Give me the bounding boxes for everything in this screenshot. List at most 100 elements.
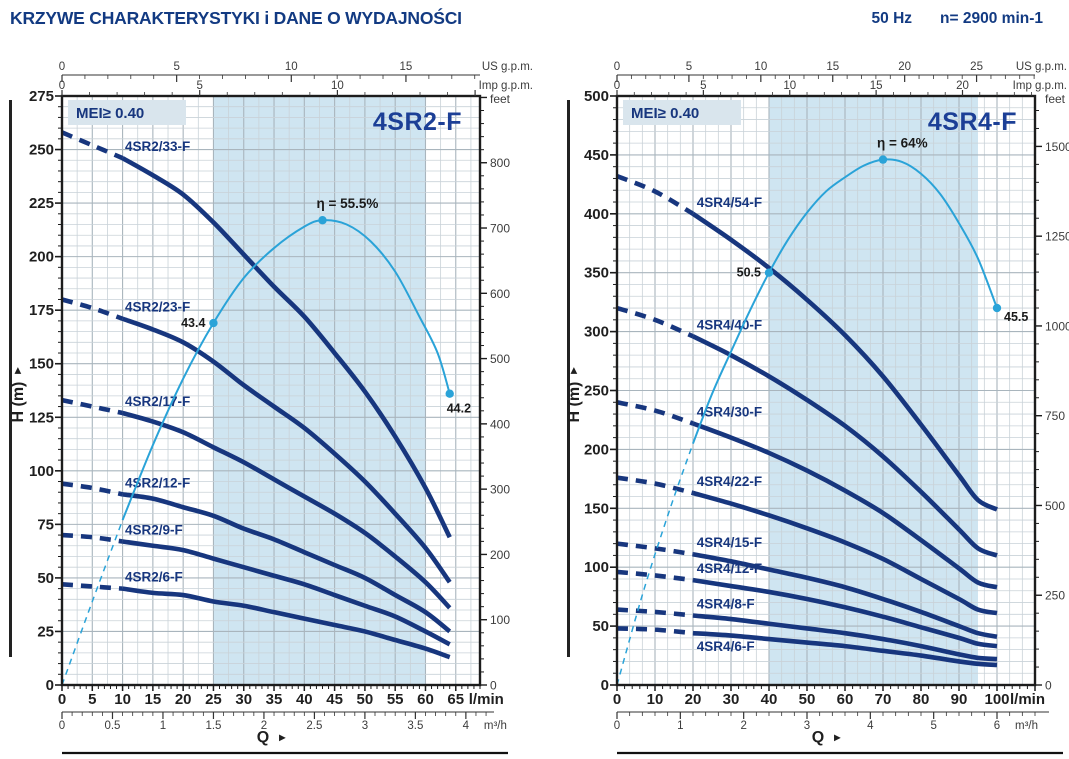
feet-axis-tick-label: 500 xyxy=(490,352,510,366)
q-axis-tick-label: 70 xyxy=(875,691,892,708)
m3h-axis-tick-label: 4 xyxy=(867,720,874,732)
curve-label: 4SR4/30-F xyxy=(697,404,762,419)
m3h-axis-tick-label: 0 xyxy=(59,720,65,732)
q-axis-tick-label: 5 xyxy=(88,691,96,708)
plot-border xyxy=(60,94,482,687)
h-axis-tick-label: 150 xyxy=(584,500,609,517)
m3h-axis-tick-label: 2.5 xyxy=(306,720,322,732)
efficiency-point xyxy=(318,216,327,225)
efficiency-label: 50.5 xyxy=(737,266,761,280)
h-axis-tick-label: 200 xyxy=(584,441,609,458)
curve-label: 4SR2/6-F xyxy=(125,570,183,585)
pump-curve-4SR4/22-F: 4SR4/22-F xyxy=(616,474,998,616)
speed-value: n= 2900 min-1 xyxy=(940,10,1043,27)
pump-curve-chart-4SR2-F: 4SR2/33-F 4SR2/23-F 4SR2/17-F 4SR2/12-F 4SR2… xyxy=(9,61,533,755)
h-axis-tick-label: 50 xyxy=(592,618,609,635)
h-axis-tick-label: 0 xyxy=(46,677,54,694)
curve-label: 4SR2/17-F xyxy=(125,394,190,409)
curve-label: 4SR4/8-F xyxy=(697,596,755,611)
m3h-axis-tick-label: 0.5 xyxy=(104,720,120,732)
us-gpm-tick-label: 0 xyxy=(59,61,65,73)
feet-axis-tick-label: 600 xyxy=(490,287,510,301)
pump-curve-4SR2/12-F: 4SR2/12-F xyxy=(61,475,452,634)
q-axis-tick-label: 60 xyxy=(837,691,854,708)
q-axis-tick-label: 0 xyxy=(613,691,621,708)
m3h-axis-tick-label: 0 xyxy=(614,720,620,732)
mei-label: MEI≥ 0.40 xyxy=(631,105,699,122)
q-axis-unit: l/min xyxy=(469,691,504,708)
imp-gpm-tick-label: 15 xyxy=(870,80,883,92)
grid xyxy=(62,96,480,685)
h-axis-tick-label: 150 xyxy=(29,356,54,373)
q-axis-tick-label: 30 xyxy=(235,691,252,708)
q-axis-tick-label: 65 xyxy=(447,691,464,708)
feet-axis-tick-label: 1250 xyxy=(1045,230,1069,244)
feet-axis-tick-label: 1000 xyxy=(1045,319,1069,333)
curve-label: 4SR2/12-F xyxy=(125,475,190,490)
page-header: KRZYWE CHARAKTERYSTYKI i DANE O WYDAJNOŚ… xyxy=(0,0,1069,46)
q-axis-tick-label: 50 xyxy=(357,691,374,708)
us-gpm-tick-label: 5 xyxy=(686,61,692,73)
h-axis-tick-label: 250 xyxy=(29,142,54,159)
m3h-axis-unit: m³/h xyxy=(1015,720,1038,732)
q-axis-tick-label: 40 xyxy=(761,691,778,708)
curve-label: 4SR2/23-F xyxy=(125,300,190,315)
curve-label: 4SR2/9-F xyxy=(125,522,183,537)
h-axis-tick-label: 200 xyxy=(29,249,54,266)
mei-badge xyxy=(68,100,186,125)
q-axis-unit: l/min xyxy=(1010,691,1045,708)
imp-gpm-tick-label: 5 xyxy=(196,80,202,92)
h-axis-tick-label: 25 xyxy=(37,623,54,640)
pump-curve-4SR4/6-F: 4SR4/6-F xyxy=(616,626,998,668)
side-bar xyxy=(567,100,570,657)
frequency-value: 50 Hz xyxy=(871,10,913,27)
us-gpm-tick-label: 5 xyxy=(173,61,179,73)
efficiency-point xyxy=(764,268,774,277)
us-gpm-tick-label: 10 xyxy=(754,61,767,73)
feet-axis-tick-label: 250 xyxy=(1045,589,1065,603)
efficiency-point xyxy=(445,389,454,398)
m3h-axis-tick-label: 1 xyxy=(677,720,683,732)
m3h-axis-tick-label: 6 xyxy=(994,720,1000,732)
h-axis-tick-label: 125 xyxy=(29,409,54,426)
h-axis-tick-label: 100 xyxy=(29,463,54,480)
feet-axis-tick-label: 200 xyxy=(490,548,510,562)
q-axis-tick-label: 30 xyxy=(723,691,740,708)
efficiency-label: 44.2 xyxy=(447,402,471,416)
curve-label: 4SR4/54-F xyxy=(697,195,762,210)
q-axis-tick-label: 80 xyxy=(913,691,930,708)
h-axis-tick-label: 350 xyxy=(584,265,609,282)
pump-curve-4SR2/9-F: 4SR2/9-F xyxy=(61,522,451,647)
mei-label: MEI≥ 0.40 xyxy=(76,105,144,122)
m3h-axis-tick-label: 1 xyxy=(160,720,166,732)
m3h-axis-unit: m³/h xyxy=(484,720,507,732)
feet-axis-tick-label: 1500 xyxy=(1045,140,1069,154)
chart-title: 4SR4-F xyxy=(928,108,1017,136)
imp-gpm-tick-label: 10 xyxy=(331,80,344,92)
pump-curve-4SR4/54-F: 4SR4/54-F xyxy=(616,173,999,512)
pump-curve-4SR2/6-F: 4SR2/6-F xyxy=(61,570,451,660)
us-gpm-tick-label: 25 xyxy=(970,61,983,73)
mei-badge xyxy=(623,100,741,125)
feet-axis-unit: feet xyxy=(490,92,511,106)
imp-gpm-tick-label: 20 xyxy=(956,80,969,92)
curve-label: 4SR2/33-F xyxy=(125,139,190,154)
feet-axis-unit: feet xyxy=(1045,92,1066,106)
feet-axis-tick-label: 800 xyxy=(490,156,510,170)
efficiency-curve: 43.4 η = 55.5% 44.2 xyxy=(61,196,471,686)
m3h-axis-tick-label: 3 xyxy=(804,720,810,732)
feet-axis-tick-label: 700 xyxy=(490,222,510,236)
q-axis-tick-label: 100 xyxy=(984,691,1009,708)
us-gpm-unit: US g.p.m. xyxy=(1016,61,1067,73)
efficiency-point xyxy=(992,303,1002,313)
efficiency-point xyxy=(209,318,218,328)
imp-gpm-tick-label: 5 xyxy=(700,80,706,92)
q-axis-tick-label: 50 xyxy=(799,691,816,708)
h-axis-tick-label: 250 xyxy=(584,383,609,400)
m3h-axis-tick-label: 5 xyxy=(930,720,936,732)
side-bar xyxy=(9,100,12,657)
q-axis-tick-label: 20 xyxy=(685,691,702,708)
h-axis-tick-label: 275 xyxy=(29,88,54,105)
pump-curve-chart-4SR4-F: 4SR4/54-F 4SR4/40-F 4SR4/30-F 4SR4/22-F 4SR4… xyxy=(566,61,1069,755)
